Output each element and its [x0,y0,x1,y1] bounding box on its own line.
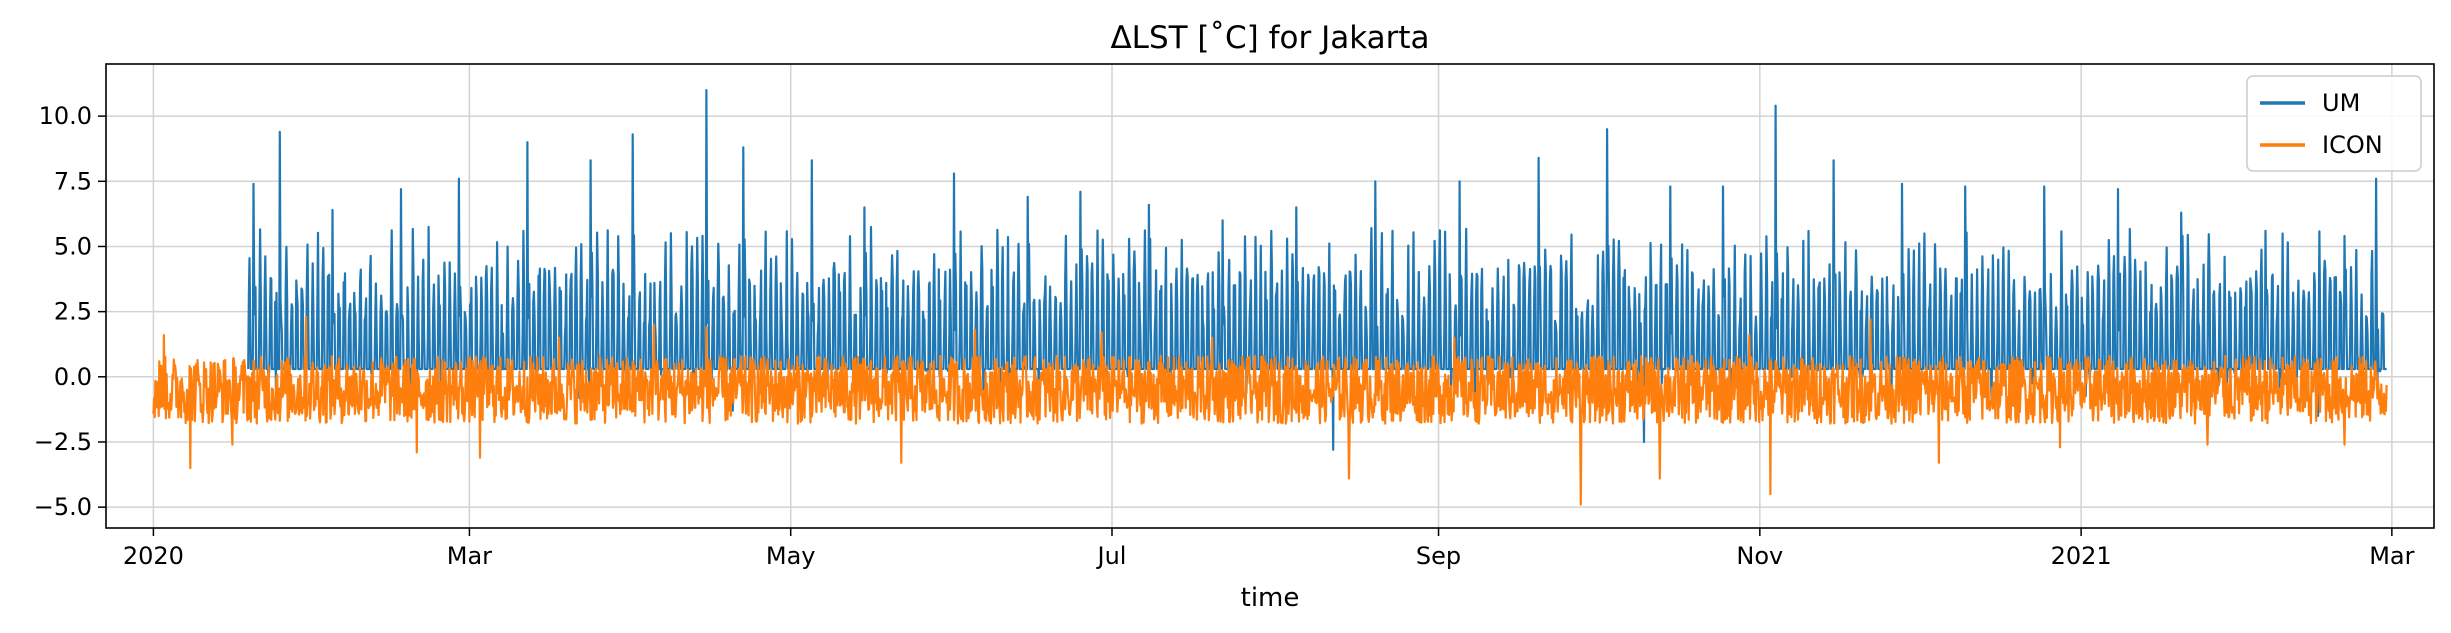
x-axis-title: time [1241,583,1300,613]
x-tick-label: 2020 [123,542,184,570]
y-axis: −5.0 −2.5 0.0 2.5 5.0 7.5 10.0 [34,102,106,521]
x-tick-label: May [766,542,816,570]
y-tick-label: 0.0 [54,363,92,391]
y-tick-label: 10.0 [39,102,92,130]
y-tick-label: 7.5 [54,167,92,195]
legend-box [2246,75,2422,172]
x-tick-label: Nov [1736,542,1783,570]
legend-label-um: UM [2322,89,2360,117]
x-tick-label: Mar [2369,542,2414,570]
series-line-icon [152,315,2388,506]
legend-label-icon: ICON [2322,131,2383,159]
y-tick-label: −5.0 [34,493,92,521]
y-tick-label: −2.5 [34,428,92,456]
y-tick-label: 2.5 [54,298,92,326]
chart-title: ΔLST [˚C] for Jakarta [1110,20,1429,56]
x-axis: 2020 Mar May Jul Sep Nov 2021 Mar [123,528,2415,570]
x-tick-label: Sep [1416,542,1461,570]
y-tick-label: 5.0 [54,232,92,260]
series-area [152,88,2388,506]
plot-frame [105,63,2435,529]
x-tick-label: Jul [1096,542,1127,570]
x-tick-label: 2021 [2051,542,2112,570]
legend: UM ICON [2246,75,2422,172]
x-tick-label: Mar [447,542,492,570]
